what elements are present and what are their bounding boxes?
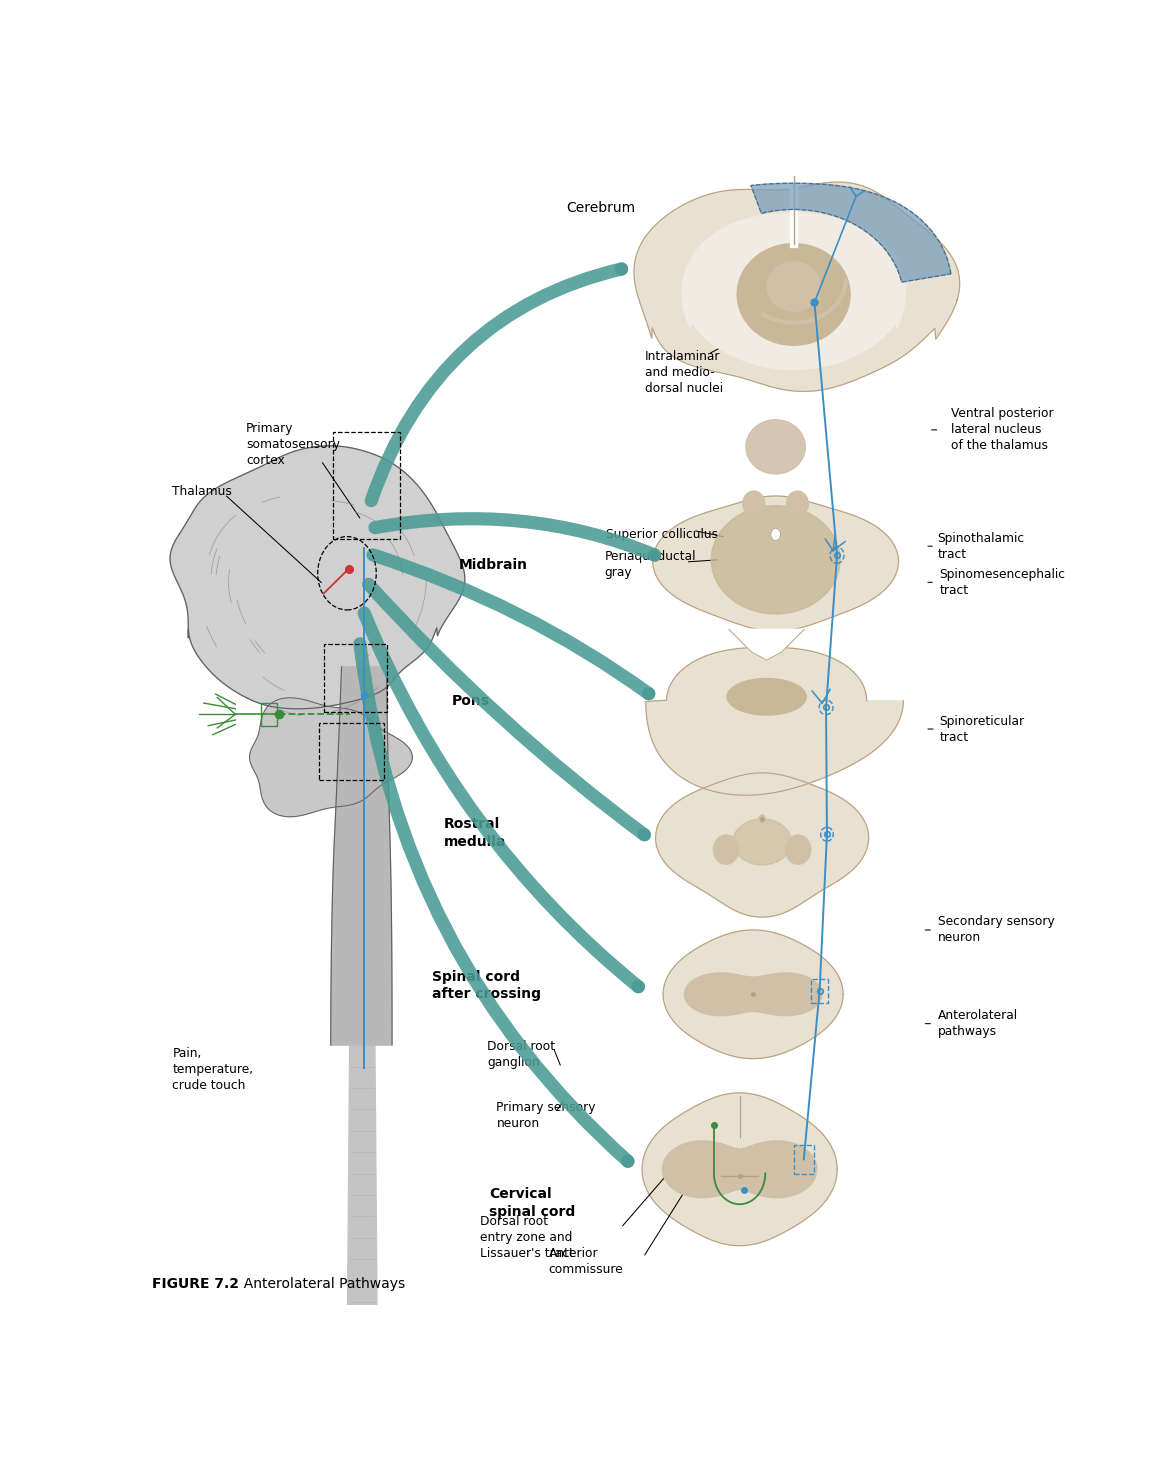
- Bar: [794, 1145, 815, 1174]
- Text: Secondary sensory
neuron: Secondary sensory neuron: [938, 915, 1054, 944]
- Polygon shape: [751, 183, 951, 281]
- Text: Dorsal root
entry zone and
Lissauer's tract: Dorsal root entry zone and Lissauer's tr…: [480, 1214, 574, 1259]
- Polygon shape: [729, 629, 804, 660]
- Polygon shape: [250, 698, 413, 817]
- Text: Midbrain: Midbrain: [459, 559, 528, 572]
- Text: Ventral posterior
lateral nucleus
of the thalamus: Ventral posterior lateral nucleus of the…: [952, 408, 1054, 453]
- Polygon shape: [653, 496, 898, 630]
- Text: Rostral
medulla: Rostral medulla: [444, 817, 507, 849]
- Text: Superior colliculus: Superior colliculus: [607, 528, 718, 541]
- Bar: [260, 704, 277, 726]
- Bar: [323, 645, 387, 712]
- Polygon shape: [170, 446, 465, 710]
- Bar: [811, 979, 827, 1003]
- Text: Primary sensory
neuron: Primary sensory neuron: [496, 1101, 596, 1130]
- Polygon shape: [662, 1141, 817, 1198]
- Bar: [320, 723, 383, 780]
- Ellipse shape: [737, 243, 851, 346]
- Text: Spinal cord
after crossing: Spinal cord after crossing: [431, 969, 540, 1001]
- FancyArrowPatch shape: [360, 644, 627, 1161]
- Ellipse shape: [746, 419, 805, 474]
- Text: FIGURE 7.2: FIGURE 7.2: [152, 1277, 239, 1292]
- Ellipse shape: [727, 679, 806, 715]
- Text: Anterolateral
pathways: Anterolateral pathways: [938, 1009, 1018, 1038]
- Ellipse shape: [711, 506, 840, 614]
- Text: Intralaminar
and medio-
dorsal nuclei: Intralaminar and medio- dorsal nuclei: [645, 350, 723, 394]
- Polygon shape: [682, 213, 905, 369]
- Ellipse shape: [767, 262, 820, 311]
- Text: Pain,
temperature,
crude touch: Pain, temperature, crude touch: [172, 1047, 253, 1092]
- Polygon shape: [331, 667, 392, 1045]
- Text: Dorsal root
ganglion: Dorsal root ganglion: [488, 1039, 555, 1069]
- Polygon shape: [664, 929, 844, 1058]
- FancyArrowPatch shape: [368, 585, 644, 834]
- Text: Spinoreticular
tract: Spinoreticular tract: [940, 714, 1025, 743]
- Text: Pons: Pons: [451, 693, 489, 708]
- Bar: [332, 432, 400, 539]
- FancyArrowPatch shape: [373, 556, 648, 693]
- Polygon shape: [684, 973, 822, 1016]
- Ellipse shape: [770, 528, 781, 541]
- Polygon shape: [634, 182, 960, 391]
- Polygon shape: [646, 647, 903, 795]
- Text: Anterolateral Pathways: Anterolateral Pathways: [235, 1277, 406, 1292]
- FancyArrowPatch shape: [364, 613, 638, 987]
- Ellipse shape: [787, 491, 809, 516]
- Text: Cervical
spinal cord: Cervical spinal cord: [489, 1187, 575, 1218]
- Text: Thalamus: Thalamus: [172, 485, 232, 498]
- FancyArrowPatch shape: [375, 519, 654, 556]
- Ellipse shape: [786, 836, 811, 863]
- Text: Cerebrum: Cerebrum: [567, 201, 636, 214]
- Ellipse shape: [713, 836, 739, 863]
- Polygon shape: [345, 1045, 380, 1466]
- FancyArrowPatch shape: [372, 268, 622, 501]
- Text: Periaqueductal
gray: Periaqueductal gray: [604, 550, 696, 579]
- Text: Spinomesencephalic
tract: Spinomesencephalic tract: [940, 567, 1066, 597]
- Ellipse shape: [733, 819, 791, 865]
- Ellipse shape: [759, 815, 766, 822]
- Text: Primary
somatosensory
cortex: Primary somatosensory cortex: [246, 422, 340, 468]
- Polygon shape: [655, 773, 869, 918]
- Polygon shape: [643, 1092, 837, 1246]
- Text: Spinothalamic
tract: Spinothalamic tract: [938, 532, 1025, 560]
- Ellipse shape: [743, 491, 765, 516]
- Text: Anterior
commissure: Anterior commissure: [548, 1248, 624, 1277]
